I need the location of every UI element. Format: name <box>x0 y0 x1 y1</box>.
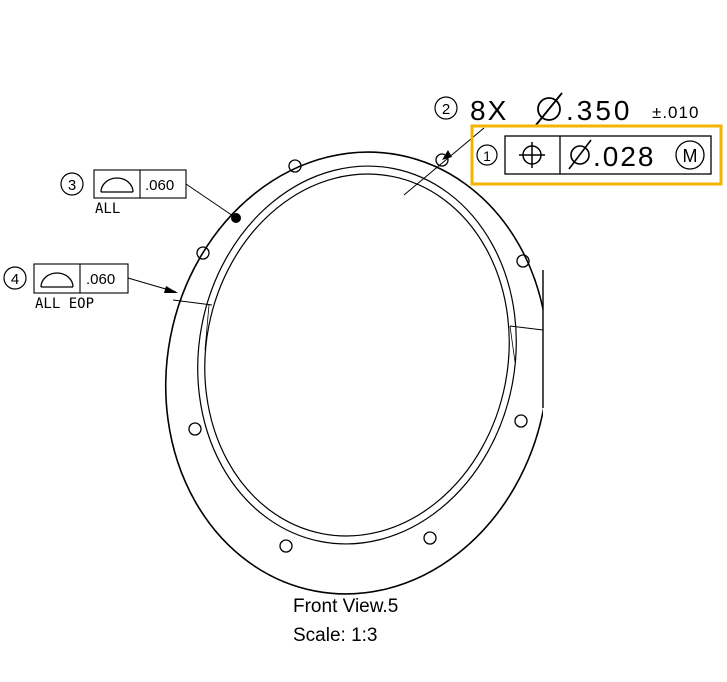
bolt-hole <box>288 159 302 173</box>
bolt-hole <box>188 422 202 436</box>
fcf-frame <box>504 135 712 175</box>
profile-surface-icon <box>40 272 74 288</box>
position-symbol-icon <box>519 142 545 168</box>
split-line-left <box>172 299 213 306</box>
leader-arrow <box>442 150 452 160</box>
balloon-2 <box>434 96 458 120</box>
leader-line <box>185 183 237 219</box>
view-scale: Scale: 1:3 <box>293 625 378 646</box>
hole-count: 8X <box>470 95 508 126</box>
callout-2-hole-size: 2 8X .350 ±.010 <box>403 92 699 196</box>
profile-value: .060 <box>86 271 115 288</box>
balloon-3 <box>60 172 84 196</box>
balloon-2-number: 2 <box>442 101 450 118</box>
balloon-1-number: 1 <box>483 148 491 164</box>
highlight-box <box>470 124 723 186</box>
profile-note: ALL <box>95 201 120 217</box>
split-line-right-inner <box>509 325 516 363</box>
profile-note: ALL EOP <box>35 296 94 312</box>
callout-1-position-tolerance: 1 .028 M <box>470 124 723 186</box>
diameter-symbol <box>535 92 563 126</box>
flange-outer-edge <box>164 151 543 595</box>
balloon-4-number: 4 <box>11 271 19 288</box>
balloon-1 <box>476 144 498 166</box>
bolt-hole <box>435 153 449 167</box>
callout-4-profile: 4 .060 ALL EOP <box>3 263 178 312</box>
profile-value: .060 <box>145 177 174 194</box>
leader-arrow <box>164 286 178 293</box>
bolt-hole <box>514 414 528 428</box>
flange-inner-edge-outer <box>197 165 517 545</box>
flange-inner-edge <box>204 173 510 537</box>
bolt-hole <box>196 246 210 260</box>
callout-3-profile: 3 .060 ALL <box>60 169 237 219</box>
mmc-modifier-letter: M <box>683 146 698 166</box>
hole-tolerance: ±.010 <box>652 103 699 122</box>
bolt-hole <box>423 531 437 545</box>
bolt-hole <box>279 539 293 553</box>
diameter-symbol <box>568 139 592 170</box>
bolt-hole <box>516 254 530 268</box>
mmc-modifier-icon <box>675 140 705 170</box>
position-tolerance-value: .028 <box>593 141 656 172</box>
flange-part <box>164 151 544 595</box>
split-line-left-inner <box>204 304 210 351</box>
split-line-right <box>509 325 544 331</box>
hole-diameter: .350 <box>566 95 633 126</box>
view-title: Front View.5 <box>293 596 399 617</box>
bolt-holes <box>188 153 530 553</box>
balloon-4 <box>3 266 27 290</box>
profile-surface-icon <box>100 177 134 193</box>
balloon-3-number: 3 <box>68 177 76 194</box>
